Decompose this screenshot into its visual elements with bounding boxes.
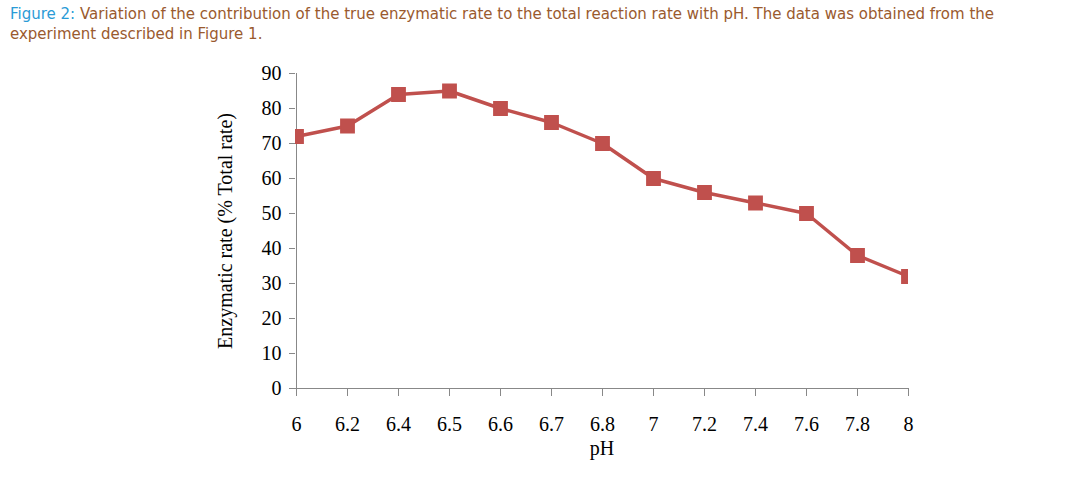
svg-text:8: 8 (904, 413, 914, 435)
svg-text:20: 20 (262, 307, 282, 329)
svg-text:30: 30 (262, 272, 282, 294)
svg-text:90: 90 (262, 62, 282, 84)
svg-text:Enzymatic rate (% Total rate): Enzymatic rate (% Total rate) (214, 113, 237, 349)
html-text:Figure 2: Variation of the con: Figure 2: Variation of the contribution … (10, 5, 994, 43)
svg-text:10: 10 (262, 342, 282, 364)
svg-text:60: 60 (262, 167, 282, 189)
svg-text:6.2: 6.2 (335, 413, 360, 435)
svg-text:6.7: 6.7 (539, 413, 564, 435)
svg-text:7: 7 (649, 413, 659, 435)
svg-text:50: 50 (262, 202, 282, 224)
svg-text:pH: pH (590, 437, 614, 460)
svg-text:0: 0 (272, 377, 282, 399)
svg-text:6: 6 (292, 413, 302, 435)
svg-text:6.4: 6.4 (386, 413, 411, 435)
svg-text:7.6: 7.6 (794, 413, 819, 435)
svg-text:40: 40 (262, 237, 282, 259)
svg-text:6.6: 6.6 (488, 413, 513, 435)
svg-text:6.8: 6.8 (590, 413, 615, 435)
svg-text:70: 70 (262, 132, 282, 154)
svg-text:80: 80 (262, 97, 282, 119)
svg-text:7.4: 7.4 (743, 413, 768, 435)
svg-text:7.8: 7.8 (845, 413, 870, 435)
svg-text:6.5: 6.5 (437, 413, 462, 435)
svg-text:7.2: 7.2 (692, 413, 717, 435)
